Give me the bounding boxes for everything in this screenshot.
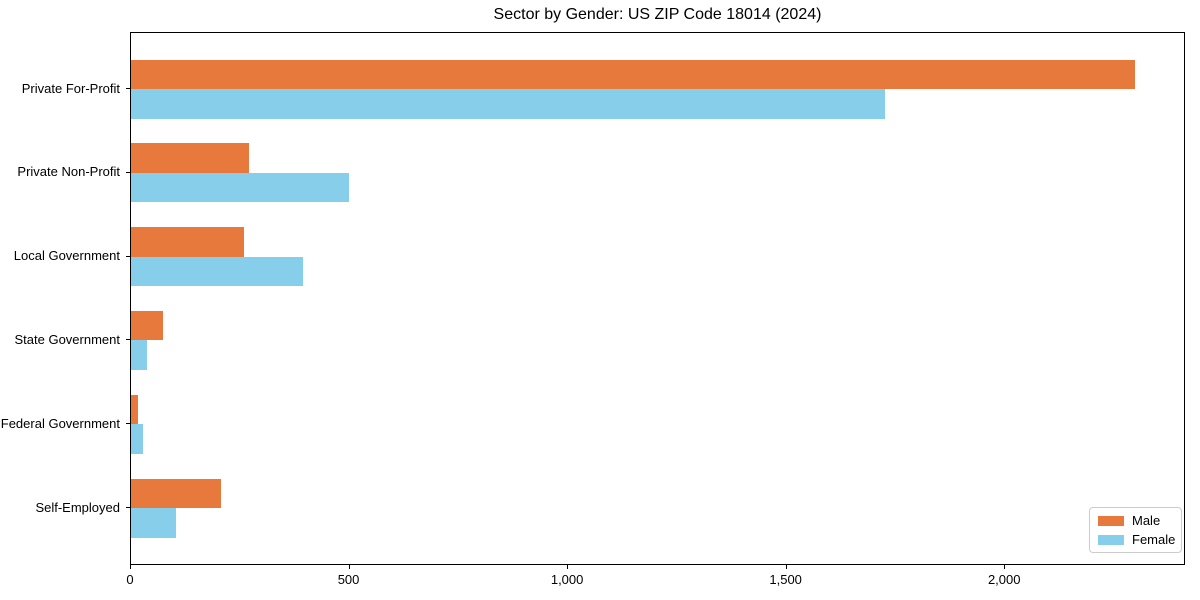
y-tick-label: Federal Government — [0, 415, 120, 431]
bar-male-federal-government — [131, 394, 138, 425]
bar-male-self-employed — [131, 478, 221, 508]
y-tick-mark — [126, 255, 130, 257]
bar-male-private-non-profit — [131, 143, 250, 173]
bar-female-federal-government — [131, 424, 144, 454]
x-tick-label: 1,500 — [769, 572, 802, 587]
chart-title: Sector by Gender: US ZIP Code 18014 (202… — [493, 6, 822, 23]
x-tick-label: 1,000 — [550, 572, 584, 587]
legend-item-male: Male — [1098, 514, 1173, 527]
y-tick-label: Local Government — [13, 248, 120, 264]
bar-male-state-government — [131, 310, 164, 341]
legend-swatch-female — [1098, 534, 1124, 545]
y-tick-mark — [126, 507, 130, 508]
bar-male-private-for-profit — [131, 59, 1136, 89]
y-tick-label: Private For-Profit — [21, 80, 120, 96]
y-tick-mark — [126, 88, 130, 89]
x-tick-mark — [785, 565, 787, 569]
bar-female-private-non-profit — [131, 172, 349, 203]
legend-label-male: Male — [1132, 513, 1161, 528]
legend: Male Female — [1089, 507, 1182, 553]
x-tick-mark — [1004, 565, 1006, 569]
legend-item-female: Female — [1098, 532, 1176, 547]
legend-label-female: Female — [1132, 532, 1176, 547]
legend-swatch-male — [1098, 515, 1124, 526]
x-tick-mark — [130, 565, 131, 569]
bar-female-state-government — [131, 340, 148, 370]
x-tick-label: 0 — [126, 572, 134, 587]
y-tick-mark — [126, 423, 130, 425]
plot-area — [130, 32, 1185, 565]
bar-female-local-government — [131, 256, 303, 287]
y-tick-label: Private Non-Profit — [17, 164, 120, 180]
y-tick-mark — [126, 171, 130, 173]
x-tick-mark — [567, 565, 569, 569]
x-tick-label: 500 — [337, 572, 360, 587]
bar-female-self-employed — [131, 508, 177, 538]
bar-male-local-government — [131, 227, 245, 257]
bar-female-private-for-profit — [131, 89, 886, 119]
x-tick-label: 2,000 — [987, 572, 1021, 587]
y-tick-mark — [126, 339, 130, 341]
y-tick-label: Self-Employed — [35, 499, 120, 515]
y-tick-label: State Government — [14, 331, 121, 347]
x-tick-mark — [348, 565, 350, 569]
